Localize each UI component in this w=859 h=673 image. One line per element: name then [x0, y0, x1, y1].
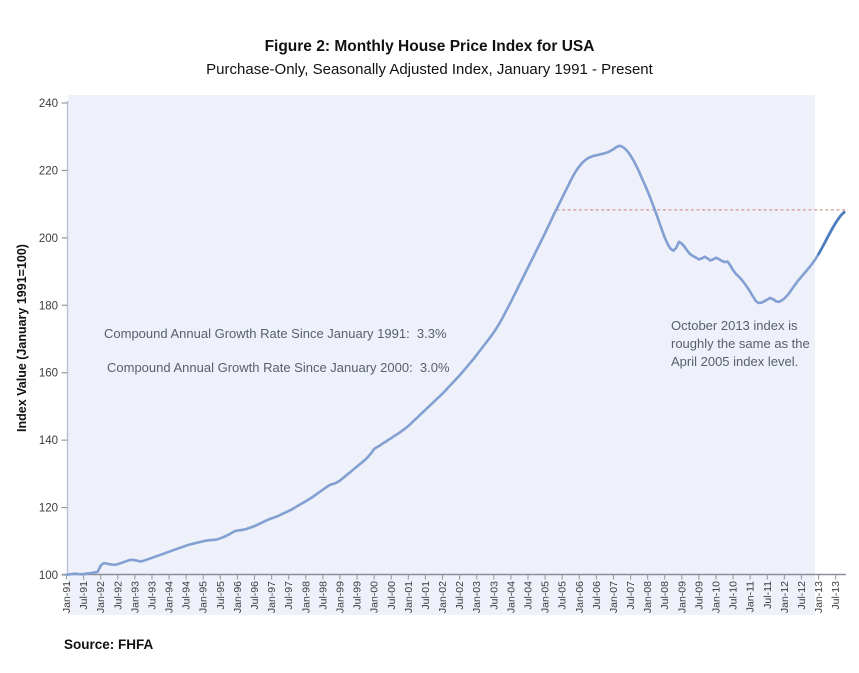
x-tick-label: Jul-13: [830, 581, 842, 610]
hpi-line-series: [65, 144, 820, 577]
x-tick-label: Jan-02: [437, 581, 449, 613]
x-tick-label: Jul-93: [146, 581, 158, 610]
y-tick-label: 200: [39, 233, 58, 245]
x-tick-label: Jul-96: [249, 581, 261, 610]
x-tick-label: Jul-95: [215, 581, 227, 610]
x-tick-label: Jul-07: [625, 581, 637, 610]
x-tick-label: Jan-11: [745, 581, 757, 612]
x-tick-label: Jul-91: [78, 581, 90, 610]
y-tick-label: 240: [39, 98, 58, 110]
x-tick-label: Jan-01: [403, 581, 415, 613]
annotation-october-2013: October 2013 index is roughly the same a…: [671, 318, 810, 369]
x-tick-label: Jul-00: [386, 581, 398, 610]
y-tick-label: 140: [39, 435, 58, 447]
source-label: Source: FHFA: [64, 637, 154, 652]
x-tick-label: Jan-09: [676, 581, 688, 613]
hpi-line-recent-segment: [817, 210, 846, 256]
y-tick-label: 160: [39, 368, 58, 380]
x-tick-label: Jan-99: [334, 581, 346, 613]
x-tick-label: Jan-94: [164, 581, 176, 613]
plot-area-fill: [68, 95, 815, 615]
x-tick-label: Jan-91: [61, 581, 73, 613]
x-tick-label: Jan-07: [608, 581, 620, 613]
x-tick-label: Jul-92: [112, 581, 124, 610]
x-tick-label: Jul-09: [693, 581, 705, 610]
x-tick-label: Jan-10: [711, 581, 723, 613]
x-tick-label: Jan-00: [369, 581, 381, 613]
x-tick-label: Jul-06: [591, 581, 603, 610]
x-tick-label: Jul-04: [522, 581, 534, 610]
x-tick-label: Jan-96: [232, 581, 244, 613]
x-tick-label: Jan-97: [266, 581, 278, 613]
x-tick-label: Jan-13: [813, 581, 825, 613]
x-tick-label: Jan-08: [642, 581, 654, 613]
x-tick-label: Jan-04: [505, 581, 517, 613]
x-tick-label: Jul-05: [557, 581, 569, 610]
y-tick-label: 100: [39, 570, 58, 582]
x-tick-label: Jan-05: [540, 581, 552, 613]
x-tick-label: Jul-94: [181, 581, 193, 610]
x-tick-label: Jan-12: [779, 581, 791, 613]
y-tick-label: 180: [39, 300, 58, 312]
x-tick-label: Jul-99: [352, 581, 364, 610]
x-tick-label: Jul-12: [796, 581, 808, 610]
x-tick-label: Jul-03: [488, 581, 500, 610]
x-tick-label: Jan-98: [300, 581, 312, 613]
x-tick-label: Jul-97: [283, 581, 295, 610]
x-tick-label: Jul-10: [728, 581, 740, 610]
chart-subtitle: Purchase-Only, Seasonally Adjusted Index…: [206, 61, 653, 78]
x-tick-label: Jul-08: [659, 581, 671, 610]
x-tick-label: Jul-98: [317, 581, 329, 610]
x-tick-label: Jul-02: [454, 581, 466, 610]
chart-title: Figure 2: Monthly House Price Index for …: [264, 38, 595, 55]
x-tick-label: Jul-01: [420, 581, 432, 610]
x-tick-label: Jan-95: [198, 581, 210, 613]
annotation-cagr-2000: Compound Annual Growth Rate Since Januar…: [107, 360, 450, 375]
x-tick-label: Jan-92: [95, 581, 107, 613]
x-tick-label: Jan-93: [129, 581, 141, 613]
y-tick-label: 220: [39, 165, 58, 177]
y-tick-label: 120: [39, 503, 58, 515]
x-tick-label: Jul-11: [762, 581, 774, 609]
x-tick-label: Jan-03: [471, 581, 483, 613]
x-tick-label: Jan-06: [574, 581, 586, 613]
annotation-cagr-1991: Compound Annual Growth Rate Since Januar…: [104, 326, 447, 341]
